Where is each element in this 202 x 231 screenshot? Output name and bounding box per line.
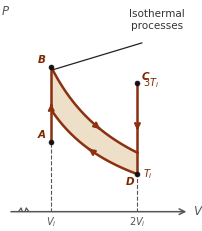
Polygon shape [51, 67, 137, 174]
Text: A: A [37, 131, 45, 140]
Text: C: C [141, 72, 149, 82]
Text: $V_i$: $V_i$ [46, 215, 56, 229]
Text: $T_i$: $T_i$ [143, 167, 153, 181]
Text: $2V_i$: $2V_i$ [128, 215, 145, 229]
Text: D: D [125, 177, 133, 187]
Text: $3T_i$: $3T_i$ [143, 76, 159, 90]
Text: V: V [192, 205, 200, 218]
Text: Isothermal
processes: Isothermal processes [129, 9, 184, 31]
Text: P: P [2, 6, 9, 18]
Text: B: B [37, 55, 45, 65]
